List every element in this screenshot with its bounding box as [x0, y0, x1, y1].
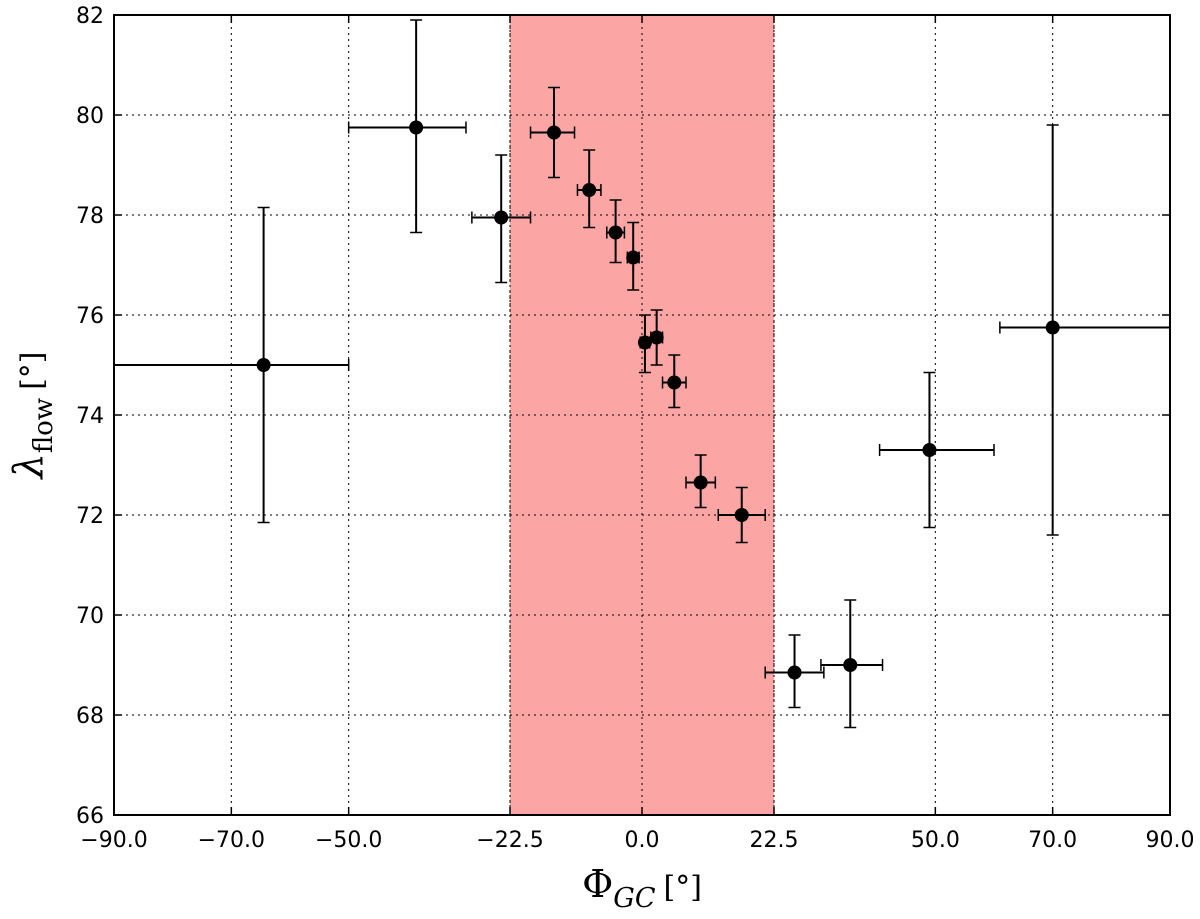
data-point — [649, 330, 664, 345]
x-tick-label: 50.0 — [911, 828, 960, 853]
tick-layer: −90.0 −70.0 −50.0 −22.5 0.0 22.5 50.0 70.0 90.0 6… — [76, 4, 1194, 853]
data-point — [787, 665, 802, 680]
point-layer — [256, 120, 1060, 680]
data-point — [843, 658, 858, 672]
y-tick-label: 72 — [76, 504, 104, 529]
error-bar — [347, 19, 467, 234]
error-bar — [878, 371, 995, 529]
y-axis-label-main: λ — [6, 453, 52, 480]
y-axis-label: λflow [°] — [6, 351, 59, 480]
y-tick-label: 74 — [76, 404, 104, 429]
error-bar — [999, 124, 1170, 536]
y-tick-label: 80 — [76, 104, 104, 129]
data-point — [582, 183, 597, 197]
y-tick-label: 82 — [76, 4, 104, 29]
x-tick-label: 90.0 — [1146, 828, 1195, 853]
data-point — [256, 358, 271, 372]
grid-layer — [113, 14, 1171, 816]
y-tick-label: 78 — [76, 204, 104, 229]
data-point — [409, 120, 424, 135]
data-point — [626, 250, 641, 265]
x-axis-label: ΦGC [°] — [582, 862, 702, 914]
x-tick-label: −90.0 — [80, 828, 147, 853]
x-axis-label-subscript: GC — [613, 883, 656, 914]
data-point — [667, 375, 682, 390]
data-point — [922, 443, 937, 457]
x-tick-label: −22.5 — [476, 828, 543, 853]
y-axis-label-unit: [°] — [15, 351, 50, 389]
y-tick-label: 66 — [76, 804, 104, 829]
data-point — [494, 210, 509, 225]
data-point — [547, 125, 561, 140]
x-tick-label: 0.0 — [625, 828, 660, 853]
x-axis-label-unit: [°] — [663, 870, 701, 905]
y-tick-label: 76 — [76, 304, 104, 329]
data-point — [608, 225, 623, 240]
data-point — [734, 508, 749, 522]
x-axis-label-main: Φ — [582, 862, 613, 906]
data-point — [637, 335, 652, 350]
data-point — [1045, 320, 1060, 335]
x-tick-label: 22.5 — [750, 828, 799, 853]
x-tick-label: −70.0 — [198, 828, 265, 853]
y-axis-label-subscript: flow — [29, 398, 59, 453]
x-tick-label: 70.0 — [1028, 828, 1077, 853]
x-tick-label: −50.0 — [315, 828, 382, 853]
y-tick-label: 68 — [76, 704, 104, 729]
y-tick-label: 70 — [76, 604, 104, 629]
data-point — [693, 475, 708, 490]
error-bar — [114, 206, 350, 524]
